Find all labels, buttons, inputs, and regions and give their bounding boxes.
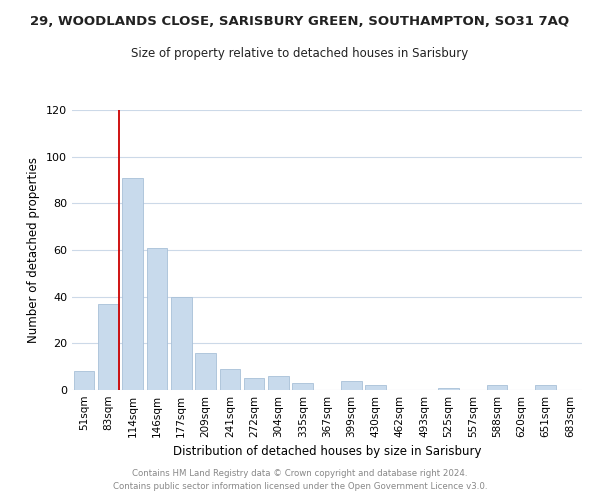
Bar [171, 296, 191, 390]
Text: Size of property relative to detached houses in Sarisbury: Size of property relative to detached ho… [131, 48, 469, 60]
Bar [487, 386, 508, 390]
Y-axis label: Number of detached properties: Number of detached properties [28, 157, 40, 343]
Text: Contains public sector information licensed under the Open Government Licence v3: Contains public sector information licen… [113, 482, 487, 491]
X-axis label: Distribution of detached houses by size in Sarisbury: Distribution of detached houses by size … [173, 446, 481, 458]
Bar [341, 380, 362, 390]
Bar [74, 372, 94, 390]
Bar [122, 178, 143, 390]
Bar [268, 376, 289, 390]
Bar [365, 386, 386, 390]
Text: 29, WOODLANDS CLOSE, SARISBURY GREEN, SOUTHAMPTON, SO31 7AQ: 29, WOODLANDS CLOSE, SARISBURY GREEN, SO… [31, 15, 569, 28]
Bar [146, 248, 167, 390]
Bar [438, 388, 459, 390]
Bar [195, 352, 216, 390]
Text: Contains HM Land Registry data © Crown copyright and database right 2024.: Contains HM Land Registry data © Crown c… [132, 468, 468, 477]
Bar [244, 378, 265, 390]
Bar [535, 386, 556, 390]
Bar [98, 304, 119, 390]
Bar [292, 383, 313, 390]
Bar [220, 369, 240, 390]
